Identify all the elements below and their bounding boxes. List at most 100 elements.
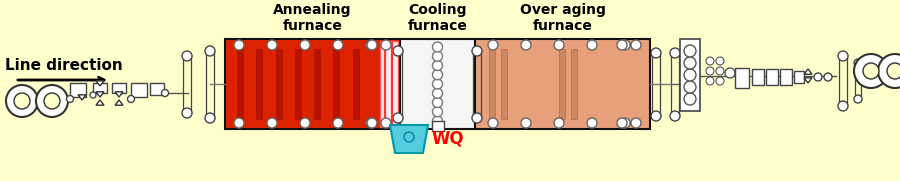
Bar bbox=[400, 39, 475, 129]
Circle shape bbox=[706, 57, 714, 65]
Circle shape bbox=[838, 51, 848, 61]
Circle shape bbox=[433, 70, 443, 80]
Circle shape bbox=[617, 40, 627, 50]
Bar bbox=[752, 69, 764, 85]
Circle shape bbox=[838, 101, 848, 111]
Circle shape bbox=[684, 57, 696, 69]
Text: WQ: WQ bbox=[432, 130, 464, 148]
Bar bbox=[559, 49, 565, 119]
Circle shape bbox=[267, 40, 277, 50]
Circle shape bbox=[366, 118, 376, 128]
Polygon shape bbox=[78, 95, 86, 100]
Bar bbox=[93, 83, 107, 93]
Circle shape bbox=[706, 77, 714, 85]
Circle shape bbox=[878, 54, 900, 88]
Circle shape bbox=[617, 118, 627, 128]
Circle shape bbox=[887, 63, 900, 79]
Circle shape bbox=[472, 46, 482, 56]
Circle shape bbox=[433, 60, 443, 71]
Circle shape bbox=[651, 111, 661, 121]
Circle shape bbox=[620, 118, 630, 128]
Polygon shape bbox=[115, 92, 123, 97]
Circle shape bbox=[393, 46, 403, 56]
Circle shape bbox=[587, 40, 597, 50]
Circle shape bbox=[234, 40, 244, 50]
Bar bbox=[353, 49, 359, 119]
Circle shape bbox=[521, 118, 531, 128]
Circle shape bbox=[472, 113, 482, 123]
Circle shape bbox=[433, 116, 443, 126]
Circle shape bbox=[267, 118, 277, 128]
Circle shape bbox=[716, 77, 724, 85]
Circle shape bbox=[433, 88, 443, 98]
Text: Line direction: Line direction bbox=[5, 58, 122, 73]
Circle shape bbox=[381, 40, 391, 50]
Circle shape bbox=[300, 40, 310, 50]
Bar bbox=[571, 49, 577, 119]
Bar bbox=[314, 49, 320, 119]
Circle shape bbox=[554, 40, 564, 50]
Bar bbox=[489, 49, 495, 119]
Circle shape bbox=[404, 132, 414, 142]
Circle shape bbox=[824, 73, 832, 81]
Circle shape bbox=[44, 93, 60, 109]
Polygon shape bbox=[96, 100, 104, 105]
Bar bbox=[225, 39, 400, 129]
Bar bbox=[475, 39, 650, 129]
Circle shape bbox=[684, 45, 696, 57]
Circle shape bbox=[14, 93, 30, 109]
Text: Annealing
furnace: Annealing furnace bbox=[274, 3, 352, 33]
Circle shape bbox=[863, 63, 879, 79]
Circle shape bbox=[670, 111, 680, 121]
Circle shape bbox=[90, 92, 96, 98]
Circle shape bbox=[631, 118, 641, 128]
Circle shape bbox=[488, 40, 498, 50]
Circle shape bbox=[684, 93, 696, 105]
Circle shape bbox=[6, 85, 38, 117]
Circle shape bbox=[684, 81, 696, 93]
Circle shape bbox=[161, 89, 168, 96]
Circle shape bbox=[367, 40, 377, 50]
Bar bbox=[295, 49, 301, 119]
Circle shape bbox=[205, 113, 215, 123]
Circle shape bbox=[67, 96, 74, 102]
Bar bbox=[794, 71, 804, 83]
Circle shape bbox=[333, 40, 343, 50]
Circle shape bbox=[182, 108, 192, 118]
Polygon shape bbox=[390, 125, 428, 153]
Circle shape bbox=[381, 118, 391, 128]
Bar bbox=[237, 49, 243, 119]
Circle shape bbox=[684, 69, 696, 81]
Circle shape bbox=[554, 118, 564, 128]
Circle shape bbox=[433, 107, 443, 117]
Circle shape bbox=[433, 51, 443, 61]
Circle shape bbox=[433, 79, 443, 89]
Bar bbox=[735, 68, 749, 88]
Circle shape bbox=[205, 46, 215, 56]
Circle shape bbox=[433, 42, 443, 52]
Bar bbox=[380, 41, 398, 127]
Circle shape bbox=[366, 40, 376, 50]
Bar bbox=[333, 49, 339, 119]
Circle shape bbox=[620, 40, 630, 50]
Circle shape bbox=[716, 57, 724, 65]
Circle shape bbox=[333, 118, 343, 128]
Circle shape bbox=[706, 67, 714, 75]
Bar bbox=[150, 83, 164, 95]
Bar bbox=[256, 49, 262, 119]
Polygon shape bbox=[804, 78, 812, 83]
Circle shape bbox=[433, 98, 443, 108]
Circle shape bbox=[182, 51, 192, 61]
Bar bbox=[680, 39, 700, 111]
Polygon shape bbox=[115, 100, 123, 105]
Circle shape bbox=[234, 118, 244, 128]
Circle shape bbox=[854, 54, 888, 88]
Polygon shape bbox=[96, 81, 104, 86]
Circle shape bbox=[488, 118, 498, 128]
Circle shape bbox=[651, 48, 661, 58]
Bar bbox=[70, 83, 86, 97]
Circle shape bbox=[670, 48, 680, 58]
Polygon shape bbox=[96, 92, 104, 97]
Circle shape bbox=[36, 85, 68, 117]
Circle shape bbox=[854, 95, 862, 103]
